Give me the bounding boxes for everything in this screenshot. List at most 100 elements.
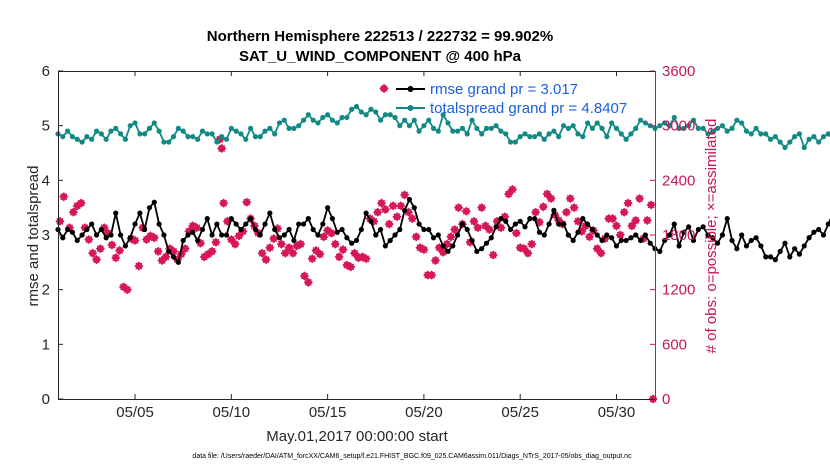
totalspread-point — [411, 117, 417, 123]
rmse-point — [430, 235, 437, 241]
rmse-point — [565, 232, 571, 238]
obs-count-marker — [334, 252, 344, 262]
totalspread-point — [238, 131, 244, 137]
totalspread-point — [811, 134, 817, 140]
totalspread-point — [599, 125, 605, 131]
obs-count-marker — [95, 244, 105, 254]
totalspread-point — [262, 128, 268, 134]
rmse-point — [763, 254, 769, 260]
rmse-point — [127, 235, 133, 241]
rmse-point — [806, 235, 812, 241]
rmse-point — [300, 221, 307, 227]
y2-tick-label: 0 — [662, 391, 670, 408]
rmse-point — [541, 232, 547, 238]
rmse-point — [214, 221, 220, 227]
totalspread-point — [267, 125, 273, 131]
obs-count-marker — [430, 255, 441, 266]
legend-spread-marker — [407, 105, 414, 111]
rmse-point — [320, 221, 326, 227]
rmse-point — [637, 237, 644, 244]
totalspread-point — [426, 117, 432, 123]
rmse-point — [455, 232, 461, 238]
rmse-point — [209, 232, 215, 238]
totalspread-point — [777, 139, 783, 145]
rmse-point — [546, 221, 552, 227]
obs-count-marker — [569, 203, 579, 213]
obs-count-marker — [153, 246, 163, 256]
obs-count-marker — [380, 204, 390, 215]
rmse-point — [676, 243, 682, 249]
totalspread-point — [551, 128, 557, 134]
totalspread-point — [609, 120, 615, 126]
rmse-point — [402, 207, 408, 213]
rmse-point — [459, 221, 466, 227]
totalspread-point — [560, 123, 567, 129]
rmse-point — [113, 210, 119, 216]
totalspread-point — [142, 131, 148, 137]
obs-count-marker — [384, 219, 394, 229]
obs-count-marker — [469, 216, 479, 226]
obs-count-marker — [561, 207, 572, 217]
y-tick-label: 4 — [42, 172, 50, 189]
rmse-point — [219, 232, 225, 238]
totalspread-point — [739, 120, 745, 126]
totalspread-point — [146, 125, 153, 131]
rmse-point — [710, 235, 716, 241]
totalspread-point — [430, 125, 437, 131]
obs-count-marker — [392, 212, 402, 222]
obs-count-marker — [257, 248, 267, 258]
totalspread-point — [117, 131, 124, 137]
obs-count-marker — [319, 232, 329, 242]
totalspread-point — [69, 134, 76, 140]
obs-count-marker — [565, 193, 575, 204]
totalspread-point — [175, 125, 181, 131]
rmse-point — [816, 226, 822, 233]
obs-count-marker — [284, 243, 294, 253]
totalspread-point — [296, 123, 302, 129]
rmse-point — [353, 237, 360, 244]
totalspread-point — [642, 120, 648, 126]
rmse-point — [681, 229, 687, 235]
rmse-point — [671, 221, 677, 227]
obs-count-marker — [265, 243, 275, 253]
rmse-point — [382, 243, 388, 249]
totalspread-point — [60, 134, 66, 140]
obs-count-marker — [192, 223, 202, 233]
rmse-point — [228, 216, 234, 222]
rmse-point — [368, 218, 374, 224]
rmse-point — [406, 196, 413, 203]
rmse-point — [392, 232, 398, 238]
rmse-point — [65, 226, 71, 233]
rmse-point — [570, 237, 576, 244]
totalspread-point — [479, 131, 485, 137]
rmse-point — [233, 221, 239, 227]
rmse-point — [618, 237, 624, 244]
rmse-point — [137, 210, 143, 216]
totalspread-point — [421, 123, 427, 129]
obs-count-marker — [111, 253, 121, 263]
rmse-point — [825, 221, 830, 227]
totalspread-point — [681, 125, 687, 131]
totalspread-point — [589, 125, 596, 131]
totalspread-point — [787, 139, 793, 145]
obs-count-marker — [315, 249, 325, 259]
totalspread-point — [402, 117, 408, 123]
rmse-point — [84, 226, 90, 233]
obs-count-marker — [68, 207, 78, 217]
obs-count-marker — [400, 190, 410, 200]
totalspread-point — [113, 125, 119, 131]
obs-count-marker — [453, 203, 464, 213]
rmse-point — [199, 226, 206, 233]
totalspread-point — [353, 103, 360, 110]
obs-count-marker — [592, 244, 602, 254]
rmse-point — [739, 232, 745, 238]
totalspread-point — [166, 139, 172, 145]
rmse-point — [252, 226, 258, 233]
obs-count-marker — [596, 248, 606, 258]
totalspread-point — [228, 125, 234, 131]
totalspread-point — [339, 114, 345, 121]
obs-count-marker — [303, 277, 313, 287]
legend-obs-marker — [379, 83, 389, 94]
totalspread-point — [695, 125, 701, 131]
rmse-point — [599, 237, 605, 244]
